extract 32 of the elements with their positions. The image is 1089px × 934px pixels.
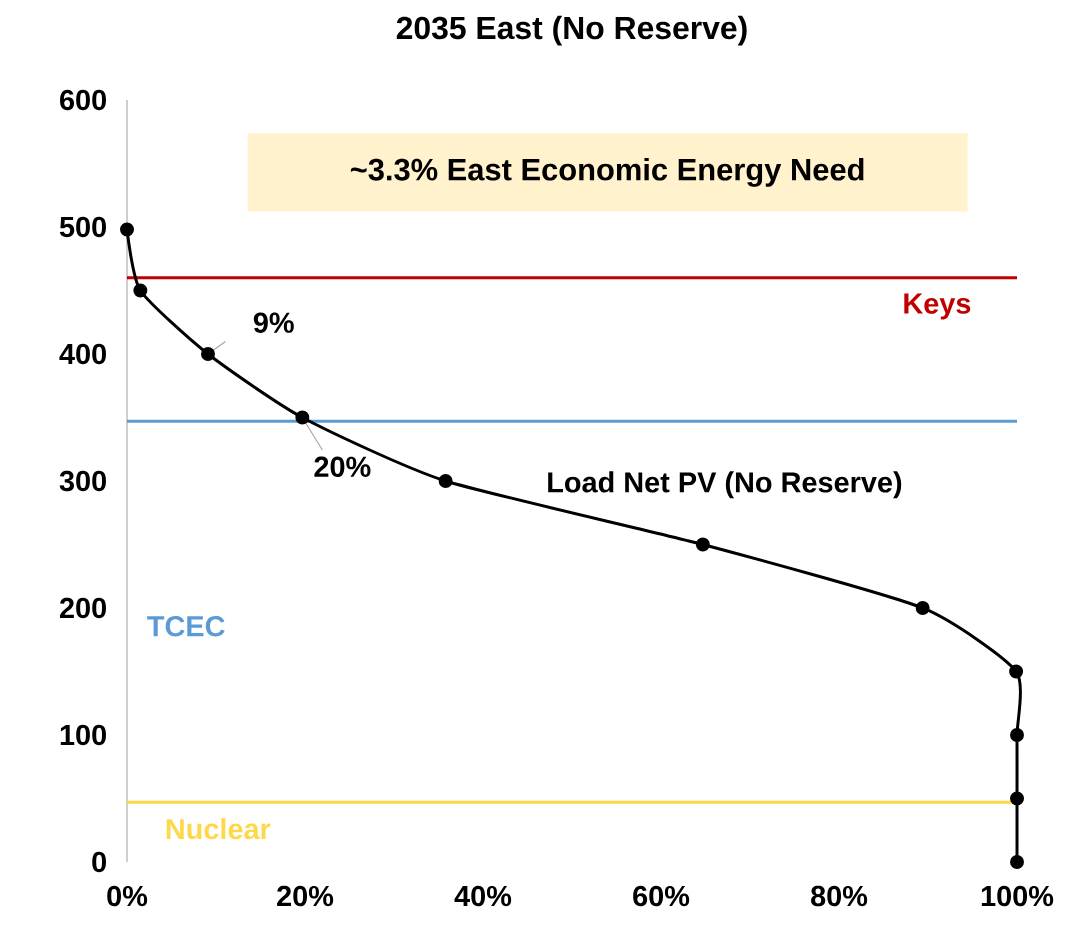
point (120, 222, 134, 237)
x-tick-label: 40% (454, 885, 512, 907)
point (1010, 855, 1024, 869)
x-tick-label: 20% (277, 885, 334, 907)
x-tick-label: 100% (981, 885, 1054, 907)
point (1010, 791, 1024, 806)
point (201, 347, 215, 361)
annotation: 9% (253, 312, 294, 333)
y-tick-label: 500 (59, 216, 106, 238)
ref-line-label: Nuclear (166, 818, 271, 840)
ref-line-label: TCEC (147, 616, 225, 637)
point (915, 601, 930, 615)
y-tick-label: 300 (59, 470, 106, 492)
point (1010, 728, 1024, 742)
point (438, 474, 453, 488)
y-tick-label: 0 (92, 851, 106, 873)
x-tick-label: 80% (811, 885, 868, 907)
ref-line-label: Keys (904, 293, 971, 320)
point (695, 537, 710, 552)
chart-title: 2035 East (No Reserve) (396, 15, 747, 46)
y-tick-label: 400 (59, 343, 106, 365)
series-label: Load Net PV (No Reserve) (548, 471, 902, 499)
y-tick-label: 100 (60, 724, 106, 746)
x-tick-label: 0% (107, 885, 148, 907)
x-tick-label: 60% (633, 885, 690, 907)
annotation: 20% (314, 456, 371, 478)
point (1009, 664, 1024, 679)
point (133, 283, 148, 298)
point (295, 410, 310, 425)
annotation: ~3.3% East Economic Energy Need (350, 157, 864, 187)
y-tick-label: 200 (59, 597, 106, 619)
y-tick-label: 600 (60, 89, 106, 111)
